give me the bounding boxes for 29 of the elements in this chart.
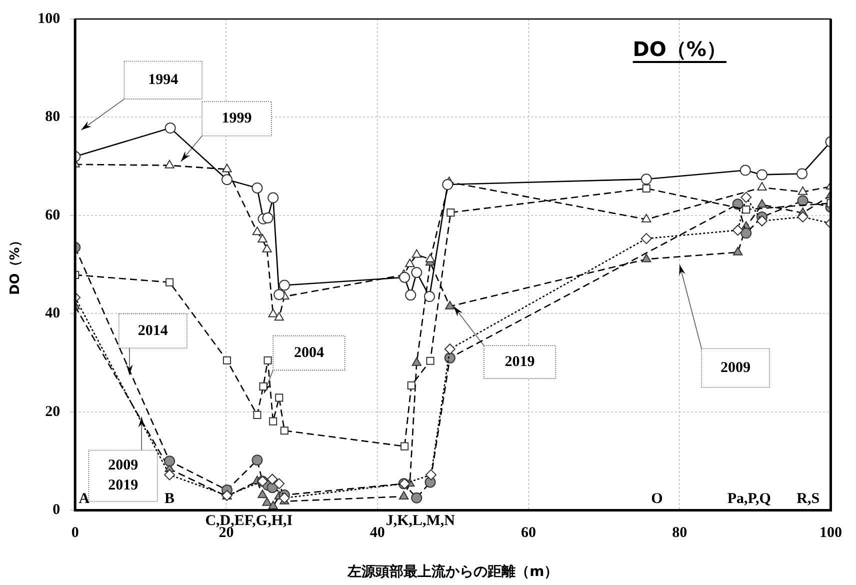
annotation: R,S — [796, 490, 820, 507]
text: 1994 — [148, 72, 179, 88]
text: C,D,EF,G,H,I — [205, 512, 293, 529]
annotation: A — [78, 490, 90, 507]
x-tick-label: 100 — [820, 525, 842, 542]
x-tick-label: 60 — [520, 525, 536, 542]
y-tick-label: 20 — [45, 404, 60, 420]
y-tick-label: 40 — [45, 306, 60, 322]
x-tick-label: 40 — [370, 525, 385, 542]
text: DO（%） — [632, 36, 726, 64]
y-tick-label: 100 — [38, 10, 60, 27]
text: 1999 — [222, 110, 252, 127]
text: 2019 — [504, 354, 535, 370]
x-tick-label: 0 — [71, 525, 79, 542]
y-tick-label: 80 — [45, 109, 60, 126]
annotation: Pa,P,Q — [727, 490, 772, 507]
annotation: B — [164, 490, 175, 507]
series-label: 2009 — [108, 458, 138, 474]
annotation: O — [651, 490, 663, 507]
x-axis-title: 左源頭部最上流からの距離（m） — [346, 563, 558, 580]
series-label: 2004 — [294, 344, 324, 361]
x-tick-label: 80 — [672, 525, 688, 542]
y-tick-label: 60 — [45, 207, 60, 224]
series-label: 2014 — [138, 322, 168, 339]
text: 2009 — [720, 360, 751, 376]
text: J,K,L,M,N — [386, 512, 456, 529]
y-tick-label: 0 — [52, 502, 60, 518]
series-label: 2019 — [108, 478, 138, 494]
y-axis-title: DO（%） — [8, 234, 24, 296]
